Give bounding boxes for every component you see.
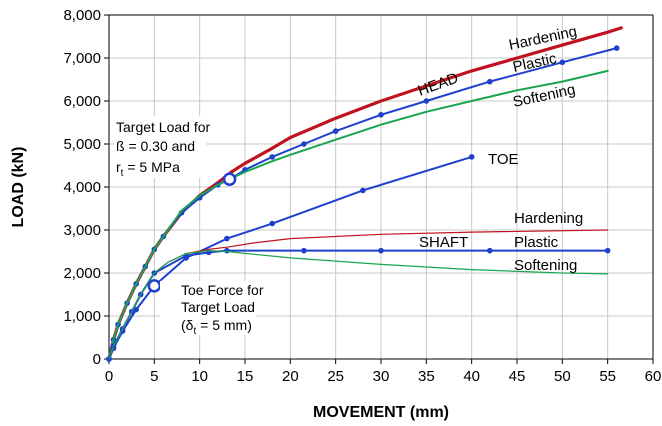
x-tick-label: 35 — [418, 368, 435, 385]
y-tick-label: 3,000 — [63, 222, 101, 239]
y-tick-label: 6,000 — [63, 93, 101, 110]
head-plastic-point — [378, 111, 384, 118]
target-load-line-2: ß = 0.30 and — [116, 138, 195, 154]
head-plastic-point — [559, 59, 566, 66]
toe-force-annotation: Toe Force for Target Load (δt = 5 mm) — [160, 281, 264, 337]
x-tick-label: 15 — [237, 368, 254, 385]
shaft-plastic-point — [378, 247, 384, 254]
x-tick-label: 30 — [373, 368, 390, 385]
y-tick-label: 5,000 — [63, 136, 101, 153]
target-point-marker — [147, 279, 162, 293]
target-point-marker — [222, 172, 237, 187]
shaft-plastic-point — [224, 247, 230, 254]
x-tick-label: 50 — [554, 368, 571, 385]
shaft-plastic-point — [487, 247, 493, 254]
toe-force-value: = 5 mm) — [196, 317, 252, 333]
toe-toe-point — [360, 187, 366, 194]
toe-force-symbol: (δ — [181, 317, 194, 333]
axis-ticks: 0 5 10 15 20 25 30 35 40 45 50 55 60 0 1,000 2,000 3,000… — [63, 7, 661, 385]
toe-toe-point — [269, 220, 276, 227]
target-load-line-3: rt = 5 MPa — [116, 159, 180, 179]
toe-label: TOE — [488, 151, 519, 168]
head-plastic-point — [332, 128, 339, 134]
x-tick-label: 0 — [105, 368, 113, 385]
x-tick-label: 55 — [599, 368, 616, 385]
target-load-annotation: Target Load for ß = 0.30 and rt = 5 MPa — [114, 116, 211, 179]
shaft-softening-line — [108, 250, 609, 360]
toe-toe-point — [133, 306, 139, 313]
target-load-value: = 5 MPa — [123, 159, 180, 175]
x-tick-label: 5 — [150, 368, 158, 385]
target-load-subscript: t — [121, 168, 124, 179]
x-axis-title: MOVEMENT (mm) — [313, 404, 449, 421]
shaft-plastic-point — [604, 247, 611, 254]
x-tick-label: 25 — [327, 368, 344, 385]
y-tick-label: 2,000 — [63, 265, 101, 282]
y-tick-label: 1,000 — [63, 308, 101, 325]
head-plastic-point — [269, 154, 276, 160]
x-tick-label: 40 — [463, 368, 480, 385]
toe-toe-line — [108, 155, 473, 360]
y-tick-label: 4,000 — [63, 179, 101, 196]
x-tick-label: 60 — [645, 368, 662, 385]
target-load-line-1: Target Load for — [116, 119, 211, 135]
shaft-hardening-label: Hardening — [514, 210, 583, 227]
toe-toe-point — [468, 154, 475, 160]
head-plastic-point — [487, 78, 493, 85]
shaft-softening-series — [108, 250, 609, 360]
toe-force-box — [160, 281, 256, 335]
shaft-label: SHAFT — [419, 234, 468, 251]
y-tick-label: 0 — [93, 351, 101, 368]
x-tick-label: 45 — [509, 368, 526, 385]
x-tick-label: 20 — [282, 368, 299, 385]
toe-force-line-3: (δt = 5 mm) — [181, 317, 252, 337]
target-markers — [147, 172, 237, 293]
shaft-plastic-point — [301, 247, 307, 254]
toe-force-subscript: t — [193, 326, 196, 337]
x-tick-label: 10 — [191, 368, 208, 385]
toe-force-line-1: Toe Force for — [181, 282, 264, 298]
y-tick-label: 7,000 — [63, 50, 101, 67]
shaft-plastic-label: Plastic — [514, 234, 559, 251]
target-load-symbol: r — [116, 159, 121, 175]
toe-force-line-2: Target Load — [181, 299, 255, 315]
y-axis-title: LOAD (kN) — [10, 147, 27, 228]
shaft-softening-label: Softening — [514, 257, 577, 274]
head-plastic-point — [423, 98, 430, 104]
y-tick-label: 8,000 — [63, 7, 101, 24]
head-plastic-point — [613, 45, 620, 51]
toe-toe-point — [224, 235, 230, 242]
target-load-box — [114, 116, 206, 178]
head-plastic-point — [301, 141, 307, 147]
